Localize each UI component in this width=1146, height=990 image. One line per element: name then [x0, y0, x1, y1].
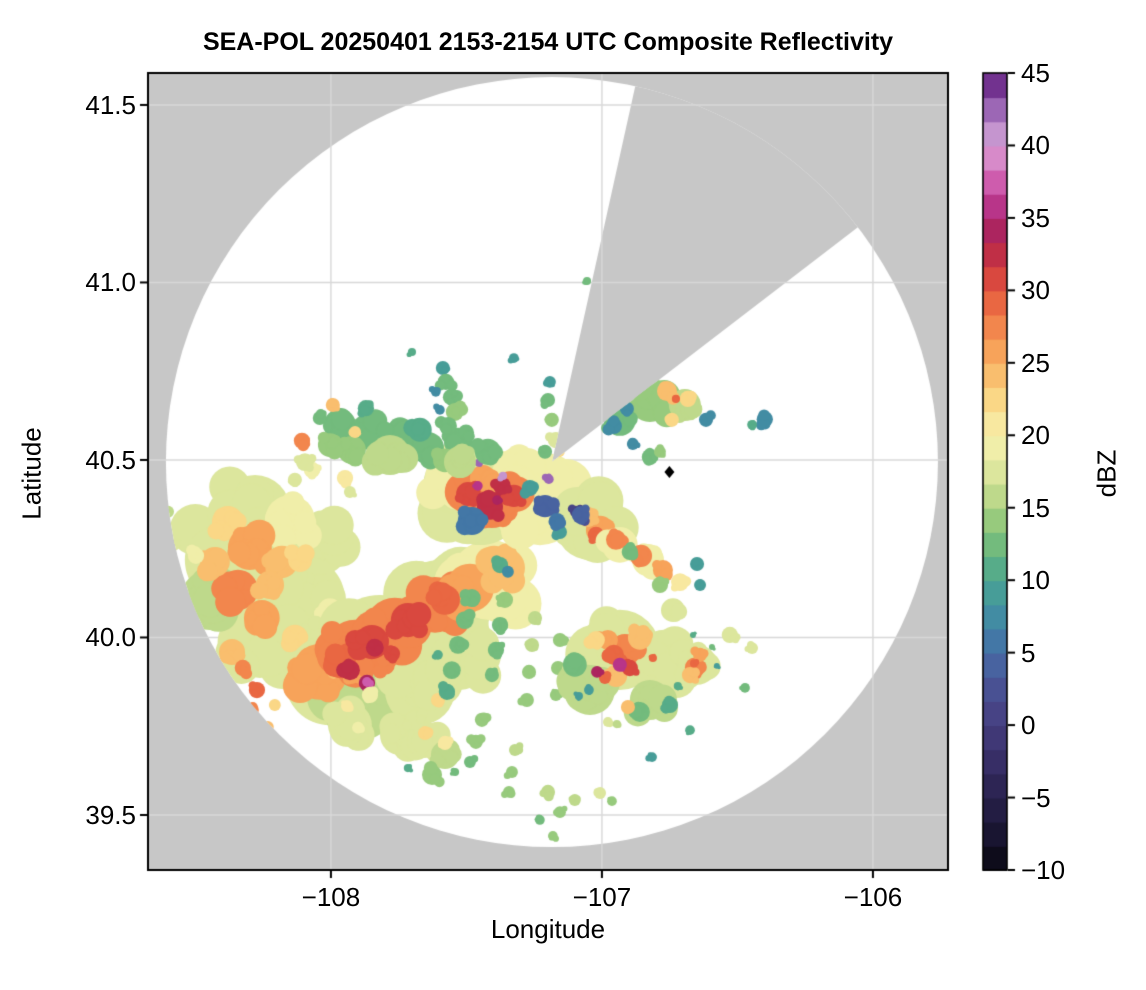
x-tick-label: −108 [301, 882, 361, 912]
x-axis-label: Longitude [490, 914, 606, 944]
colorbar-tick-label: 0 [1021, 710, 1036, 741]
x-tick-label: −107 [572, 882, 632, 912]
y-tick-label: 41.5 [85, 89, 136, 120]
colorbar-tick-label: 10 [1021, 565, 1050, 596]
y-axis-label: Latitude [16, 427, 47, 520]
colorbar-tick-label: 30 [1021, 275, 1050, 306]
colorbar-tick-label: −5 [1021, 782, 1051, 813]
colorbar-tick-label: 15 [1021, 492, 1050, 523]
colorbar-tick-label: 25 [1021, 347, 1050, 378]
colorbar-tick-label: 40 [1021, 130, 1050, 161]
colorbar-tick-label: 5 [1021, 637, 1036, 668]
y-tick-label: 40.5 [85, 444, 136, 475]
colorbar-tick-label: 35 [1021, 202, 1050, 233]
colorbar-label: dBZ [1091, 449, 1122, 498]
y-tick-label: 40.0 [85, 622, 136, 653]
plot-title: SEA-POL 20250401 2153-2154 UTC Composite… [202, 28, 894, 56]
x-tick-label: −106 [843, 882, 903, 912]
colorbar-tick-label: 20 [1021, 420, 1050, 451]
y-tick-label: 39.5 [85, 799, 136, 830]
y-tick-label: 41.0 [85, 267, 136, 298]
colorbar-tick-label: −10 [1021, 855, 1066, 885]
colorbar-tick-label: 45 [1021, 58, 1050, 88]
